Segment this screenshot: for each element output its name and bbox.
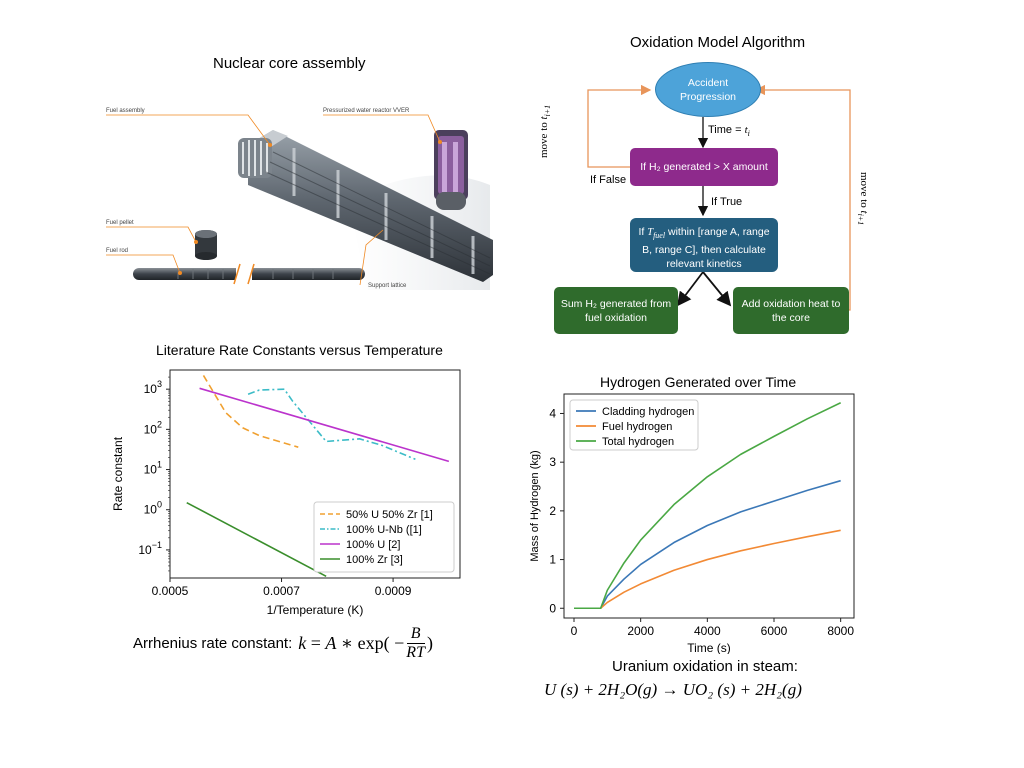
- y-tick-label: 103: [144, 379, 162, 396]
- x-tick-label: 0.0007: [263, 584, 300, 598]
- rate-chart-title: Literature Rate Constants versus Tempera…: [156, 342, 443, 358]
- y-tick-label: 100: [144, 500, 162, 517]
- y-tick-label: 3: [549, 455, 556, 469]
- plot-frame: [169, 369, 461, 579]
- y-axis-label: Rate constant: [111, 436, 125, 511]
- legend-label: Total hydrogen: [602, 436, 674, 448]
- node-h2-check: If H₂ generated > X amount: [630, 148, 778, 186]
- y-tick-label: 4: [549, 406, 556, 420]
- flowchart-connectors: [587, 84, 851, 311]
- series-line-2: [574, 402, 842, 610]
- y-tick-label: 0: [549, 601, 556, 615]
- label-pwr: Pressurized water reactor VVER: [323, 108, 410, 114]
- legend-box: [569, 399, 699, 451]
- arrhenius-denominator: RT: [406, 643, 425, 661]
- fuel-pellet: [195, 230, 217, 260]
- node-accident-progression: Accident Progression: [655, 62, 761, 117]
- reactor-vessel: [434, 130, 468, 210]
- arrhenius-label: Arrhenius rate constant:: [133, 634, 293, 652]
- x-tick-label: 6000: [761, 624, 788, 638]
- x-tick-label: 4000: [694, 624, 721, 638]
- label-support-lattice: Support lattice: [368, 283, 407, 289]
- node-sum-hydrogen: Sum H₂ generated from fuel oxidation: [554, 287, 678, 334]
- y-tick-label: 101: [144, 460, 162, 477]
- label-fuel-rod: Fuel rod: [106, 248, 128, 254]
- series-line-1: [247, 388, 416, 461]
- arrhenius-numerator: B: [406, 625, 425, 644]
- label-move-left: move to ti+1: [538, 104, 553, 158]
- x-tick-label: 8000: [827, 624, 854, 638]
- x-tick-label: 0: [571, 624, 578, 638]
- uranium-label: Uranium oxidation in steam:: [612, 658, 798, 675]
- arrhenius-k: k: [298, 632, 307, 653]
- y-tick-label: 10−1: [138, 540, 162, 557]
- temp-check-variable: T: [647, 227, 654, 238]
- fuel-rod: [133, 263, 365, 285]
- hydrogen-chart-title: Hydrogen Generated over Time: [600, 374, 797, 390]
- y-tick-label: 102: [144, 419, 162, 436]
- legend-label: 50% U 50% Zr [1]: [346, 509, 433, 521]
- label-if-false: If False: [590, 174, 627, 186]
- fuel-assembly-body: [238, 130, 493, 282]
- y-tick-label: 1: [549, 553, 556, 567]
- core-assembly-illustration: Fuel assembly Pressurized water reactor …: [106, 108, 493, 290]
- label-fuel-pellet: Fuel pellet: [106, 220, 134, 226]
- series-line-1: [574, 529, 841, 610]
- legend-label: 100% Zr [3]: [346, 554, 403, 566]
- uranium-reaction: U (s) + 2H₂O(g) → UO₂ (s) + 2H₂(g): [544, 680, 802, 699]
- rate-constant-chart: 0.0005 0.0007 0.0009 10−1 100 101 102 103 1/Temp…: [111, 369, 461, 617]
- plot-frame: [563, 393, 855, 619]
- arrhenius-close: ): [426, 632, 433, 653]
- hydrogen-chart: 0 2000 4000 6000 8000 0 1 2 3 4 Time (s) Mass of Hy…: [529, 393, 855, 654]
- node-temperature-check: If Tfuel within [range A, range B, range…: [630, 218, 778, 272]
- x-axis-label: 1/Temperature (K): [267, 603, 364, 617]
- label-move-right: move to ti+1: [855, 172, 870, 226]
- legend-box: [313, 501, 455, 573]
- arrhenius-A: A: [325, 632, 337, 653]
- core-assembly-title: Nuclear core assembly: [213, 55, 366, 72]
- y-axis-label: Mass of Hydrogen (kg): [529, 450, 541, 561]
- node-add-heat: Add oxidation heat to the core: [733, 287, 849, 334]
- legend-label: 100% U-Nb ([1]: [346, 524, 422, 536]
- x-axis-label: Time (s): [687, 641, 731, 654]
- label-time-step: Time = ti: [708, 124, 750, 139]
- legend-label: 100% U [2]: [346, 539, 400, 551]
- label-if-true: If True: [711, 196, 743, 208]
- series-line-3: [186, 501, 327, 578]
- temp-check-suffix: within [range A, range B, range C], then…: [642, 226, 770, 271]
- x-tick-label: 0.0005: [152, 584, 189, 598]
- series-line-2: [199, 387, 450, 463]
- x-tick-label: 0.0009: [375, 584, 412, 598]
- x-tick-label: 2000: [627, 624, 654, 638]
- temp-check-prefix: If: [638, 226, 648, 238]
- arrhenius-fraction: B RT: [406, 625, 425, 662]
- series-line-0: [202, 375, 299, 448]
- arrhenius-equation: Arrhenius rate constant: k = A ∗ exp( − …: [133, 622, 433, 664]
- y-tick-label: 2: [549, 504, 556, 518]
- flowchart-title: Oxidation Model Algorithm: [630, 34, 806, 51]
- arrhenius-equals: =: [306, 632, 326, 653]
- series-line-0: [574, 479, 841, 610]
- legend-label: Cladding hydrogen: [602, 406, 694, 418]
- arrhenius-exp: ∗ exp( −: [336, 632, 405, 653]
- temp-check-subscript: fuel: [653, 231, 666, 241]
- legend-label: Fuel hydrogen: [602, 421, 672, 433]
- label-fuel-assembly: Fuel assembly: [106, 108, 145, 114]
